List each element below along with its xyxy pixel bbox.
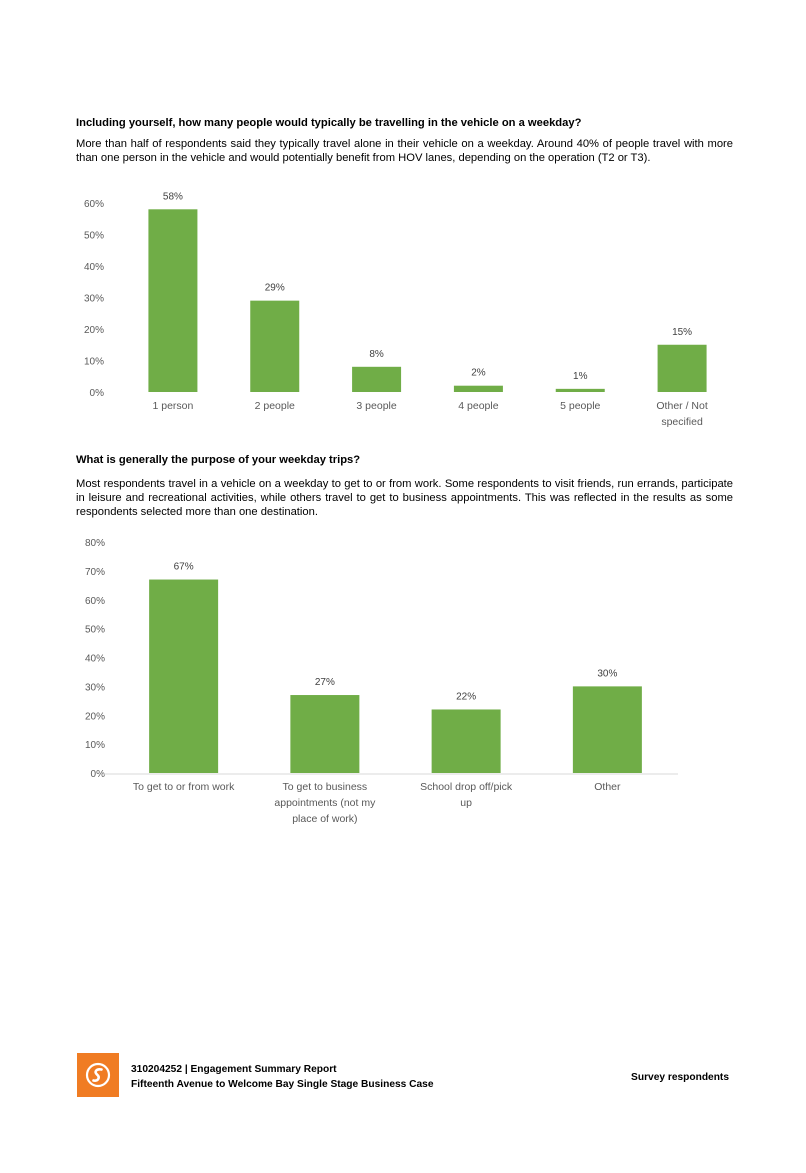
y-tick-label: 60% bbox=[85, 596, 105, 607]
x-tick-label: specified bbox=[661, 416, 703, 428]
x-tick-label: School drop off/pick bbox=[420, 781, 513, 793]
trip-purpose-chart: 0% 10% 20% 30% 40% 50% 60% 70% 80% 67% To get to o… bbox=[85, 538, 678, 825]
y-tick-label: 40% bbox=[84, 262, 104, 273]
y-tick-label: 0% bbox=[90, 388, 105, 399]
question-2-description: Most respondents travel in a vehicle on … bbox=[76, 478, 733, 518]
x-tick-label: 5 people bbox=[560, 400, 600, 412]
y-tick-label: 60% bbox=[84, 199, 104, 210]
x-tick-label: place of work) bbox=[292, 813, 357, 825]
logo-icon bbox=[85, 1062, 111, 1088]
y-tick-label: 80% bbox=[85, 538, 105, 549]
y-tick-label: 10% bbox=[84, 357, 104, 368]
y-tick-label: 50% bbox=[84, 231, 104, 242]
passenger-count-chart: 0% 10% 20% 30% 40% 50% 60% 58% 1 person 29% 2 peop… bbox=[84, 191, 708, 428]
footer-section-name: Survey respondents bbox=[631, 1072, 729, 1083]
data-label: 29% bbox=[265, 283, 285, 294]
y-tick-label: 70% bbox=[85, 567, 105, 578]
bar bbox=[250, 300, 300, 392]
bar bbox=[352, 366, 402, 392]
data-label: 15% bbox=[672, 327, 692, 338]
company-logo bbox=[77, 1053, 119, 1097]
bar bbox=[572, 686, 642, 773]
data-label: 67% bbox=[174, 562, 194, 573]
x-tick-label: To get to business bbox=[283, 781, 368, 793]
x-tick-label: appointments (not my bbox=[274, 797, 376, 809]
data-label: 27% bbox=[315, 677, 335, 688]
y-tick-label: 20% bbox=[84, 325, 104, 336]
bar bbox=[148, 209, 198, 392]
y-tick-label: 40% bbox=[85, 654, 105, 665]
bar bbox=[431, 709, 501, 773]
x-tick-label: To get to or from work bbox=[133, 781, 235, 793]
y-tick-label: 10% bbox=[85, 740, 105, 751]
bar bbox=[657, 344, 707, 392]
x-tick-label: 2 people bbox=[255, 400, 295, 412]
y-tick-label: 20% bbox=[85, 711, 105, 722]
footer-document-info: 310204252 | Engagement Summary Report Fi… bbox=[131, 1062, 434, 1092]
y-tick-label: 30% bbox=[85, 682, 105, 693]
y-tick-label: 0% bbox=[91, 769, 106, 780]
x-tick-label: up bbox=[460, 797, 472, 809]
question-1-title: Including yourself, how many people woul… bbox=[76, 117, 582, 129]
data-label: 2% bbox=[471, 368, 486, 379]
footer-project-name: Fifteenth Avenue to Welcome Bay Single S… bbox=[131, 1079, 434, 1090]
bar bbox=[149, 579, 219, 773]
y-tick-label: 30% bbox=[84, 294, 104, 305]
bar bbox=[290, 695, 360, 773]
question-2-title: What is generally the purpose of your we… bbox=[76, 454, 361, 466]
x-tick-label: 3 people bbox=[356, 400, 396, 412]
bar bbox=[453, 385, 503, 392]
x-tick-label: Other bbox=[594, 781, 621, 793]
x-tick-label: 1 person bbox=[152, 400, 193, 412]
data-label: 1% bbox=[573, 371, 588, 382]
x-tick-label: Other / Not bbox=[656, 400, 707, 412]
data-label: 22% bbox=[456, 691, 476, 702]
data-label: 30% bbox=[597, 668, 617, 679]
data-label: 8% bbox=[369, 349, 384, 360]
bar bbox=[555, 388, 605, 392]
footer-report-number: 310204252 | Engagement Summary Report bbox=[131, 1064, 337, 1075]
data-label: 58% bbox=[163, 191, 183, 202]
y-tick-label: 50% bbox=[85, 625, 105, 636]
x-tick-label: 4 people bbox=[458, 400, 498, 412]
question-1-description: More than half of respondents said they … bbox=[76, 138, 733, 164]
